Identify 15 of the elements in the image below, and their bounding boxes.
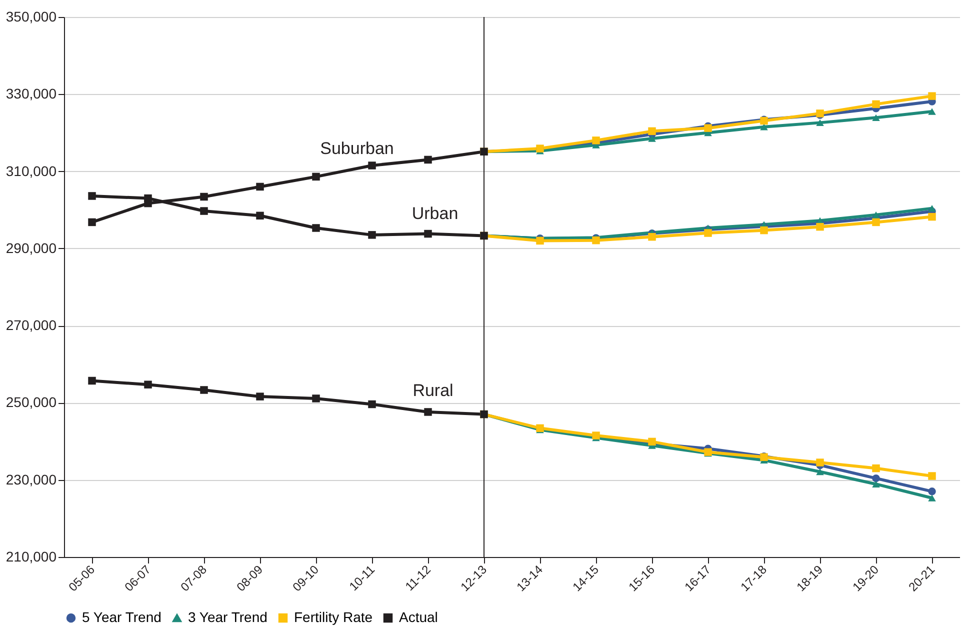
y-tick-label: 210,000 xyxy=(6,548,57,564)
y-tick-label: 290,000 xyxy=(6,240,57,256)
y-tick-label: 310,000 xyxy=(6,162,57,179)
annotation: Urban xyxy=(412,204,458,223)
y-tick-label: 330,000 xyxy=(6,86,57,102)
legend-label: Actual xyxy=(399,609,438,625)
y-tick-label: 350,000 xyxy=(6,8,57,24)
legend-label: 5 Year Trend xyxy=(82,609,162,625)
y-tick-label: 270,000 xyxy=(6,317,57,334)
annotation: Rural xyxy=(412,381,454,400)
legend-label: Fertility Rate xyxy=(294,609,373,625)
legend-label: 3 Year Trend xyxy=(188,609,268,625)
annotation: Suburban xyxy=(320,139,394,158)
y-tick-label: 230,000 xyxy=(6,471,57,488)
y-tick-label: 250,000 xyxy=(6,394,57,410)
